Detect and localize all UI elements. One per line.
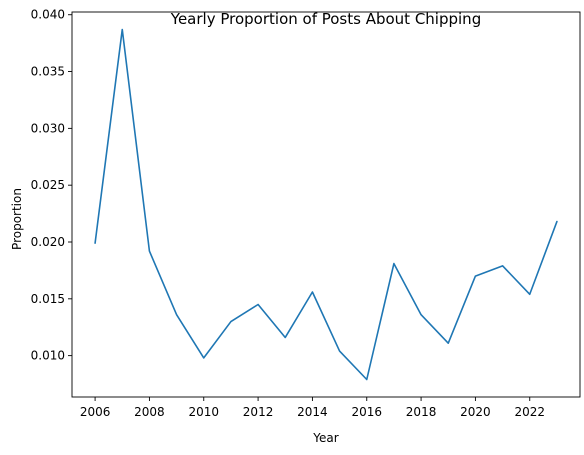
x-tick-label: 2010: [188, 405, 219, 419]
y-tick-label: 0.010: [31, 349, 65, 363]
x-axis: 2006 2008 2010 2012 2014 2016 2018 2020 2022: [80, 397, 545, 419]
series-line: [95, 30, 557, 380]
y-tick-label: 0.040: [31, 8, 65, 22]
chart-title: Yearly Proportion of Posts About Chippin…: [170, 10, 481, 28]
x-tick-label: 2022: [514, 405, 545, 419]
x-tick-label: 2012: [243, 405, 274, 419]
y-tick-label: 0.015: [31, 292, 65, 306]
x-tick-label: 2008: [134, 405, 165, 419]
y-tick-label: 0.035: [31, 65, 65, 79]
x-tick-label: 2020: [460, 405, 491, 419]
y-tick-label: 0.025: [31, 178, 65, 192]
x-tick-label: 2018: [406, 405, 437, 419]
x-tick-label: 2006: [80, 405, 111, 419]
y-axis-label: Proportion: [10, 188, 24, 250]
y-tick-label: 0.020: [31, 235, 65, 249]
y-axis: 0.010 0.015 0.020 0.025 0.030 0.035 0.040: [31, 8, 72, 363]
x-tick-label: 2014: [297, 405, 328, 419]
y-tick-label: 0.030: [31, 121, 65, 135]
x-tick-label: 2016: [351, 405, 382, 419]
x-axis-label: Year: [312, 431, 338, 445]
plot-frame: [72, 12, 580, 397]
